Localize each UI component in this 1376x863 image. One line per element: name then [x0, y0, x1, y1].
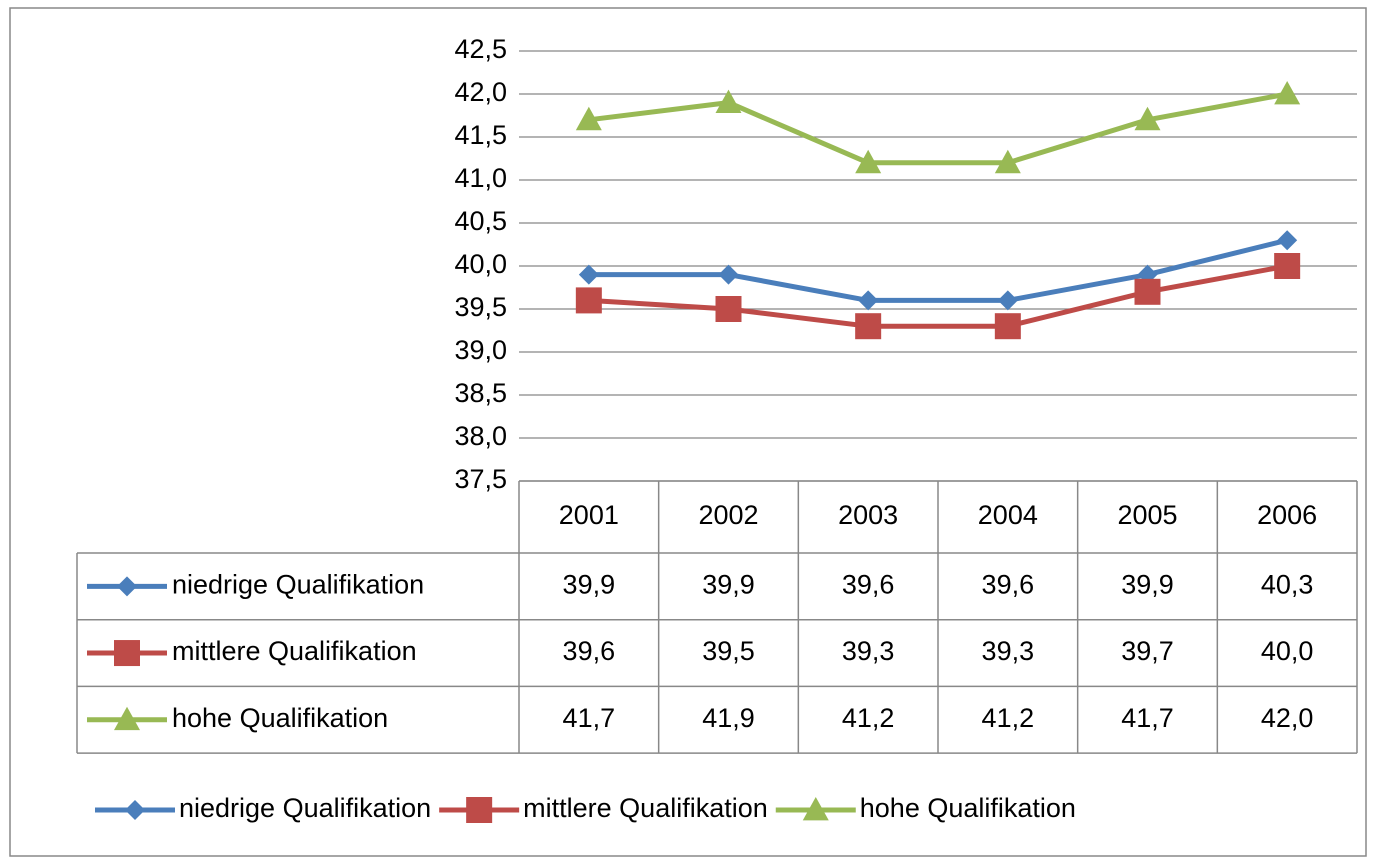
table-cell: 39,6	[563, 636, 616, 666]
legend-marker	[802, 797, 829, 821]
marker	[994, 313, 1021, 340]
table-row-label: mittlere Qualifikation	[172, 636, 417, 666]
marker	[575, 287, 602, 314]
table-cell: 41,2	[842, 703, 895, 733]
x-tick-label: 2004	[978, 500, 1038, 530]
marker	[997, 290, 1018, 311]
legend-label: mittlere Qualifikation	[523, 793, 768, 823]
legend-marker	[117, 576, 137, 597]
y-tick-label: 39,5	[454, 292, 507, 322]
marker	[715, 296, 742, 322]
table-cell: 39,6	[982, 569, 1035, 599]
y-tick-label: 41,5	[454, 120, 507, 150]
marker	[855, 149, 882, 174]
table-cell: 39,6	[842, 569, 895, 599]
marker	[715, 89, 742, 113]
marker	[1134, 278, 1161, 305]
marker	[575, 106, 602, 131]
table-row-label: niedrige Qualifikation	[172, 569, 424, 599]
table-cell: 40,0	[1261, 636, 1314, 666]
y-tick-label: 39,0	[454, 335, 507, 365]
legend-label: hohe Qualifikation	[860, 793, 1076, 823]
table-cell: 41,7	[563, 703, 616, 733]
legend-marker	[466, 797, 493, 823]
table-cell: 39,3	[842, 636, 895, 666]
table-cell: 39,5	[702, 636, 755, 666]
x-tick-label: 2002	[698, 500, 758, 530]
marker	[718, 264, 739, 285]
table-cell: 39,9	[563, 569, 616, 599]
table-cell: 40,3	[1261, 569, 1314, 599]
legend-marker	[114, 640, 140, 667]
table-cell: 39,3	[982, 636, 1035, 666]
x-tick-label: 2005	[1117, 500, 1177, 530]
y-tick-label: 42,5	[454, 34, 507, 64]
marker	[858, 290, 879, 311]
y-tick-label: 38,0	[454, 421, 507, 451]
y-tick-label: 42,0	[454, 77, 507, 107]
x-tick-label: 2003	[838, 500, 898, 530]
y-tick-label: 40,5	[454, 206, 507, 236]
table-row-label: hohe Qualifikation	[172, 703, 388, 733]
table-cell: 39,9	[1121, 569, 1174, 599]
table-cell: 42,0	[1261, 703, 1314, 733]
marker	[1274, 253, 1301, 279]
y-tick-label: 38,5	[454, 378, 507, 408]
legend-marker	[114, 706, 140, 731]
table-cell: 39,7	[1121, 636, 1174, 666]
y-tick-label: 37,5	[454, 464, 507, 494]
marker	[855, 313, 882, 340]
marker	[1277, 230, 1298, 251]
table-cell: 41,2	[982, 703, 1035, 733]
series-line	[588, 91, 1288, 166]
x-tick-label: 2006	[1257, 500, 1317, 530]
marker	[578, 264, 599, 285]
y-tick-label: 41,0	[454, 163, 507, 193]
legend-marker	[125, 800, 145, 820]
marker	[994, 149, 1021, 174]
x-tick-label: 2001	[559, 500, 619, 530]
series-line	[588, 237, 1288, 303]
table-cell: 39,9	[702, 569, 755, 599]
table-cell: 41,7	[1121, 703, 1174, 733]
series-line	[588, 263, 1288, 329]
marker	[1274, 81, 1301, 105]
y-tick-label: 40,0	[454, 249, 507, 279]
legend-label: niedrige Qualifikation	[179, 793, 431, 823]
chart-border	[9, 7, 1367, 857]
marker	[1134, 106, 1161, 131]
table-cell: 41,9	[702, 703, 755, 733]
